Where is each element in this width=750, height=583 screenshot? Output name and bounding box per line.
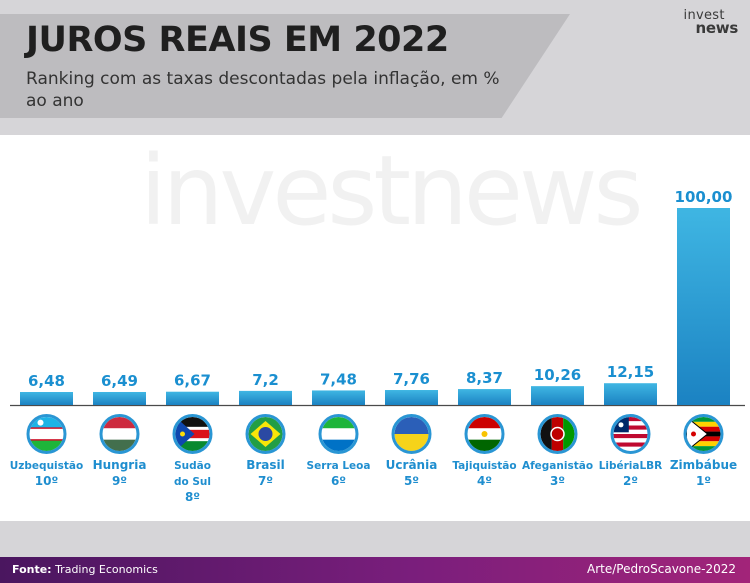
data-label-5: 7,48 [320,370,357,388]
watermark: investnews [140,135,643,247]
category-label-5: Serra Leoa [307,460,371,472]
investnews-logo: invest news [683,8,739,37]
ukraine-flag-icon [394,417,429,451]
bar-8 [531,386,584,405]
afghanistan-flag-icon [540,417,575,451]
rank-label-1: 10º [35,474,59,488]
category-label-10: Zimbábue [670,458,737,472]
flag-ring [537,414,578,454]
flag-ring [172,414,213,454]
data-label-9: 12,15 [607,363,654,381]
data-label-2: 6,49 [101,372,138,390]
flag-ring [464,414,505,454]
rank-label-5: 6º [331,474,346,488]
flag-ring [245,414,286,454]
rank-label-9: 2º [623,474,638,488]
zimbabwe-flag-icon [686,417,721,451]
data-label-3: 6,67 [174,372,211,390]
bar-6 [385,390,438,405]
data-label-7: 8,37 [466,369,503,387]
source-note: Fonte: Trading Economics [12,563,158,576]
bar-5 [312,390,365,405]
bar-1 [20,392,73,405]
flag-ring [26,414,67,454]
source-value: Trading Economics [55,563,158,576]
bar-3 [166,391,219,405]
liberia-flag-icon [613,417,648,451]
flag-ring [318,414,359,454]
rank-label-4: 7º [258,474,273,488]
south-sudan-flag-icon [175,417,210,451]
data-label-1: 6,48 [28,372,65,390]
chart-panel [0,135,750,521]
bar-10 [677,208,730,405]
rank-label-2: 9º [112,474,127,488]
category-label-4: Brasil [246,458,285,472]
bar-9 [604,383,657,405]
data-label-10: 100,00 [675,188,733,206]
data-label-6: 7,76 [393,370,430,388]
uzbekistan-flag-icon [29,417,64,451]
art-credit: Arte/PedroScavone-2022 [587,562,736,576]
bar-4 [239,390,292,405]
flag-ring [99,414,140,454]
category-label-7: Tajiquistão [452,460,516,472]
tajikistan-flag-icon [467,417,502,451]
brazil-flag-icon [248,417,283,451]
category-label-3-line-1: Sudão [174,460,211,472]
page-title: JUROS REAIS EM 2022 [26,20,449,60]
category-label-3-line-2: do Sul [174,476,211,488]
category-label-2: Hungria [93,458,147,472]
flag-ring [391,414,432,454]
rank-label-3: 8º [185,490,200,504]
bar-2 [93,391,146,405]
category-label-6: Ucrânia [386,458,438,472]
flag-ring [610,414,651,454]
footer-bar: Fonte: Trading Economics Arte/PedroScavo… [0,557,750,583]
source-label: Fonte: [12,563,52,576]
bar-chart: 6,48 Uzbequistão 10º 6,49 Hungria 9º 6,67 Sudão… [10,188,745,504]
sierra-leone-flag-icon [321,417,356,451]
category-label-1: Uzbequistão [10,460,83,472]
data-label-8: 10,26 [534,366,581,384]
logo-line-2: news [695,19,739,37]
rank-label-8: 3º [550,474,565,488]
category-label-9: LibériaLBR [599,460,663,472]
page-subtitle: Ranking com as taxas descontadas pela in… [26,69,500,111]
bar-7 [458,389,511,405]
hungary-flag-icon [102,417,137,451]
logo-line-1: invest [683,8,725,23]
data-label-4: 7,2 [252,371,279,389]
flag-ring [683,414,724,454]
title-panel [0,14,570,118]
rank-label-6: 5º [404,474,419,488]
category-label-8: Afeganistão [522,460,593,472]
rank-label-10: 1º [696,474,711,488]
rank-label-7: 4º [477,474,492,488]
